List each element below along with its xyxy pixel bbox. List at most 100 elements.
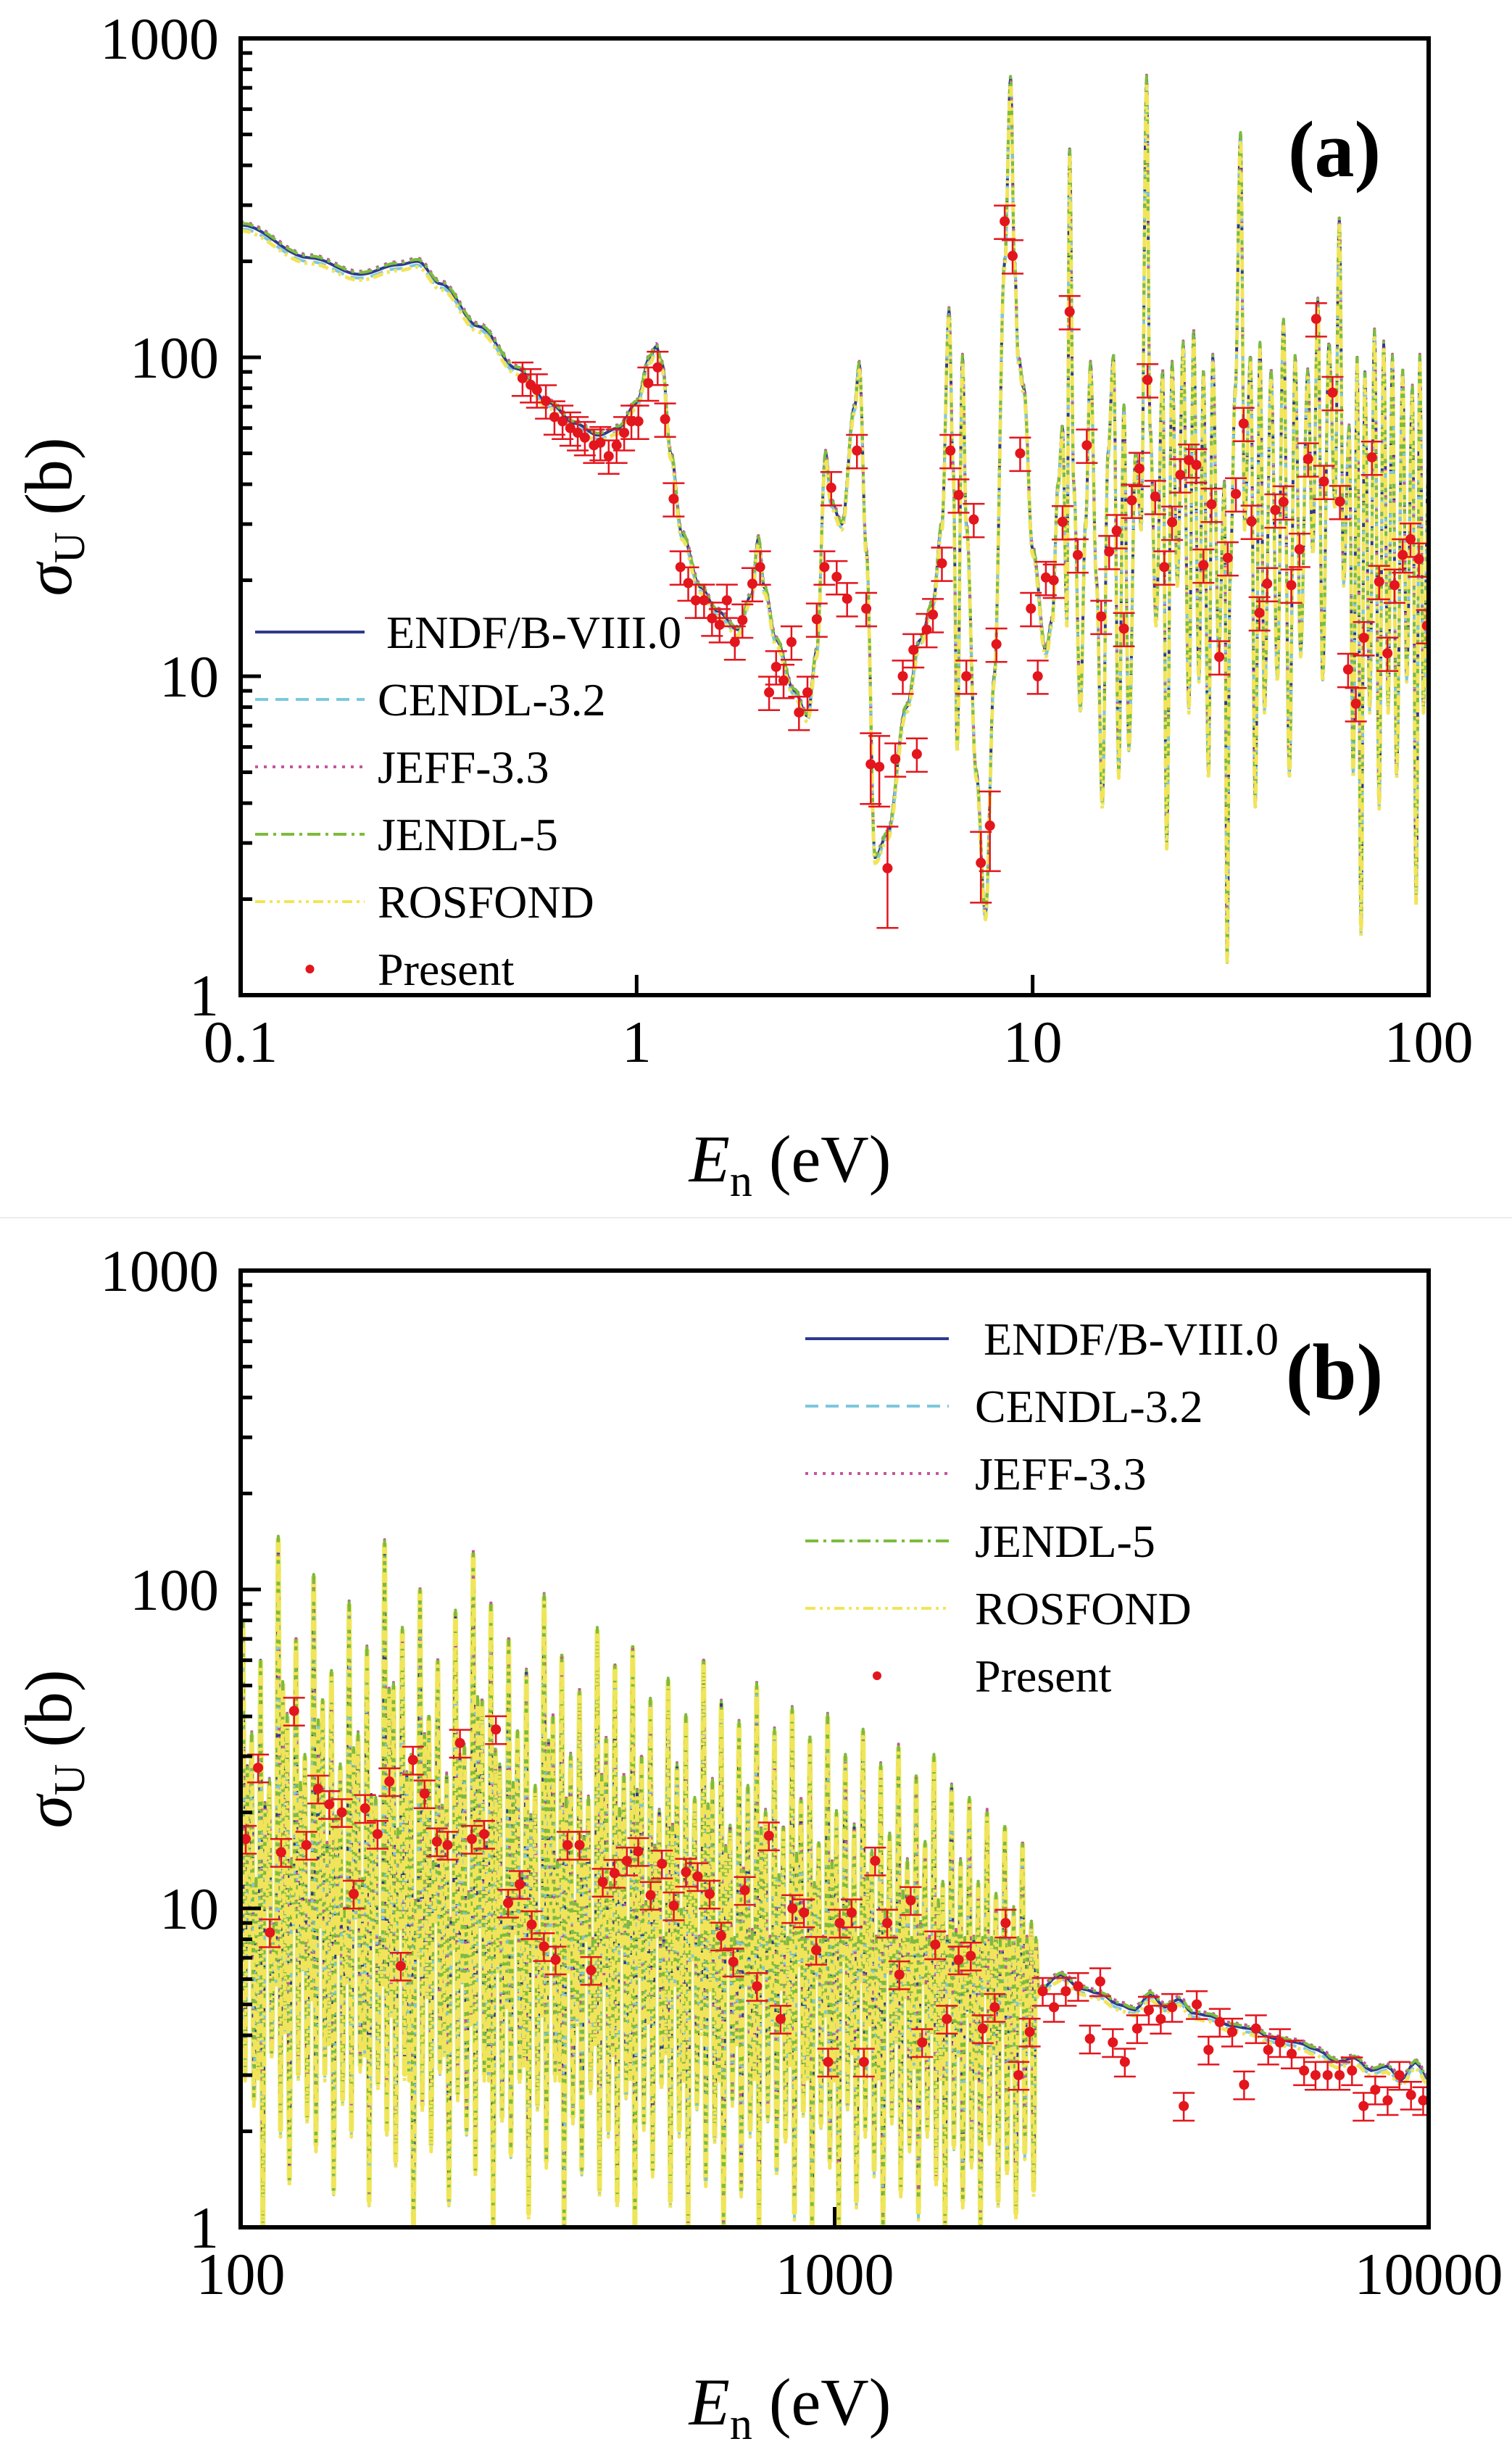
- data-point: [331, 1798, 353, 1828]
- data-point: [1055, 1977, 1077, 2007]
- data-marker: [1350, 698, 1361, 709]
- present-data-points: [241, 1697, 1429, 2122]
- data-marker: [619, 428, 630, 439]
- data-point: [402, 1745, 424, 1776]
- data-marker: [721, 595, 732, 606]
- data-point: [960, 1941, 982, 1971]
- data-marker: [574, 1840, 585, 1850]
- data-point: [1329, 2061, 1351, 2091]
- data-marker: [1040, 572, 1051, 583]
- data-marker: [965, 1950, 976, 1961]
- data-point: [1185, 448, 1208, 484]
- data-marker: [586, 1965, 597, 1976]
- data-marker: [360, 1803, 370, 1813]
- data-point: [1192, 548, 1215, 584]
- data-point: [1288, 533, 1310, 568]
- data-marker: [301, 1840, 312, 1850]
- svg-text:σU (b): σU (b): [12, 1670, 94, 1829]
- data-point: [573, 420, 596, 457]
- data-marker: [549, 412, 560, 423]
- data-marker: [826, 482, 836, 493]
- data-point: [580, 1956, 602, 1986]
- data-point: [924, 1930, 947, 1961]
- data-marker: [692, 1871, 703, 1882]
- data-point: [1313, 465, 1335, 500]
- data-marker: [865, 759, 876, 770]
- y-axis-symbol: σ: [12, 1793, 86, 1829]
- data-marker: [1118, 623, 1129, 634]
- data-point: [436, 1831, 459, 1861]
- data-point: [1066, 538, 1089, 574]
- data-marker: [1111, 525, 1122, 536]
- data-marker: [989, 2002, 1000, 2013]
- legend-item: ENDF/B-VIII.0: [805, 1313, 1279, 1365]
- data-point: [662, 1891, 685, 1921]
- legend-item: ENDF/B-VIII.0: [255, 607, 681, 658]
- data-point: [1200, 487, 1223, 523]
- data-marker: [763, 1830, 774, 1841]
- data-point: [888, 1960, 910, 1990]
- data-marker: [729, 636, 740, 647]
- data-point: [241, 1824, 257, 1855]
- data-marker: [1382, 648, 1393, 659]
- data-point: [1337, 652, 1359, 689]
- data-marker: [550, 1954, 561, 1965]
- panel-b: 1 10 100 1000 100 1000 10000 ENDF/B-VIII.0 CEND…: [12, 1238, 1503, 2449]
- data-marker: [621, 1855, 632, 1866]
- data-point: [1225, 477, 1247, 513]
- data-marker: [1227, 2027, 1238, 2037]
- data-point: [270, 1838, 292, 1868]
- data-marker: [288, 1705, 299, 1716]
- data-point: [1305, 302, 1327, 338]
- data-marker: [1026, 603, 1037, 614]
- legend-marker-present: [305, 965, 315, 973]
- data-marker: [454, 1737, 465, 1748]
- data-point: [1329, 485, 1351, 520]
- legend-item: JENDL-5: [255, 809, 558, 860]
- data-point: [1079, 2024, 1101, 2055]
- data-marker: [737, 615, 748, 626]
- data-marker: [968, 514, 979, 525]
- data-point: [567, 416, 589, 452]
- data-marker: [699, 595, 710, 606]
- data-marker: [1072, 549, 1083, 560]
- x-tick-label: 10: [1003, 1009, 1063, 1075]
- data-marker: [802, 687, 813, 698]
- data-point: [915, 612, 938, 649]
- y-axis-symbol: σ: [12, 561, 86, 597]
- data-marker: [911, 749, 922, 760]
- legend-label: CENDL-3.2: [378, 674, 606, 726]
- data-marker: [1254, 607, 1265, 618]
- panel-divider: [0, 1217, 1512, 1218]
- data-point: [746, 1971, 768, 2002]
- panel-tag: (b): [1286, 1328, 1383, 1416]
- y-tick-label: 100: [130, 1557, 219, 1623]
- data-point: [1089, 1967, 1111, 1998]
- data-point: [722, 1948, 744, 1978]
- data-point: [1256, 567, 1279, 603]
- data-marker: [1262, 578, 1273, 589]
- data-point: [1113, 612, 1135, 648]
- data-point: [1161, 505, 1184, 541]
- data-point: [613, 416, 636, 452]
- data-point: [876, 826, 899, 929]
- data-marker: [336, 1807, 347, 1818]
- data-marker: [752, 1981, 763, 1992]
- data-marker: [431, 1836, 442, 1847]
- data-marker: [705, 1889, 715, 1900]
- data-point: [1208, 640, 1231, 676]
- data-point: [1280, 568, 1303, 604]
- data-point: [1102, 2028, 1124, 2058]
- data-point: [1020, 591, 1042, 628]
- data-point: [1043, 1992, 1066, 2023]
- data-point: [1067, 1971, 1089, 2002]
- data-point: [797, 676, 819, 711]
- data-point: [651, 1849, 673, 1879]
- data-point: [1137, 363, 1159, 399]
- data-marker: [894, 1969, 905, 1980]
- data-marker: [1203, 2045, 1214, 2056]
- data-marker: [1167, 517, 1178, 528]
- data-marker: [787, 1903, 798, 1913]
- data-point: [734, 1876, 756, 1906]
- data-marker: [794, 707, 805, 718]
